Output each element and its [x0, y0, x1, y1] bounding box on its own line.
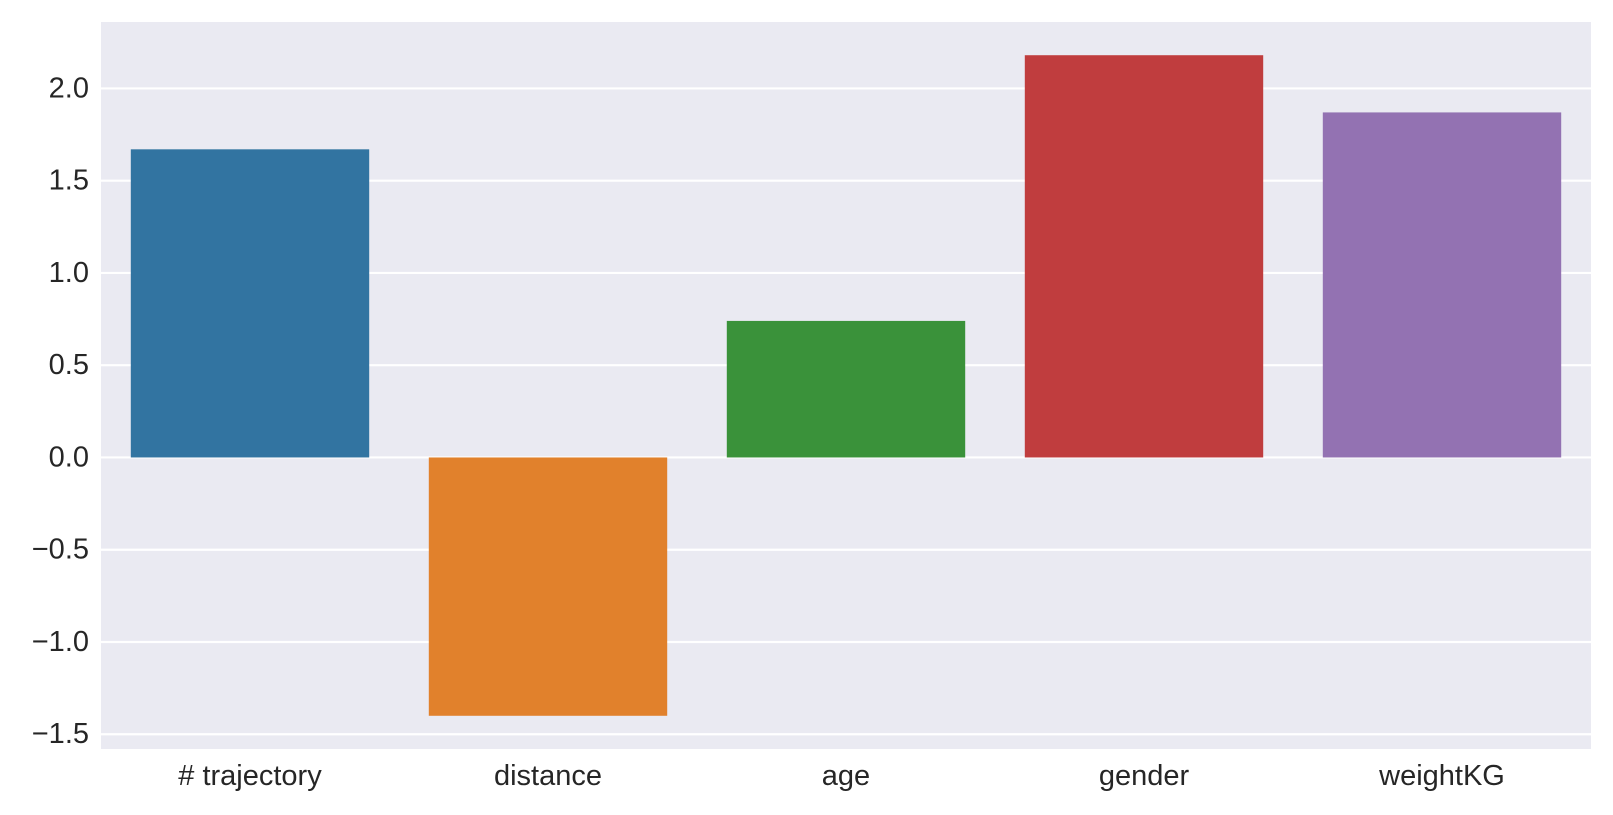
- bars: [130, 55, 1562, 716]
- x-tick-label: gender: [1099, 760, 1190, 792]
- x-tick-label: age: [822, 760, 870, 792]
- y-tick-label: −0.5: [32, 534, 89, 566]
- bar: [1322, 112, 1562, 458]
- x-axis-tick-labels: # trajectory distance age gender weightKG: [178, 760, 1505, 792]
- bar: [1024, 55, 1264, 458]
- y-tick-label: −1.0: [32, 626, 89, 658]
- bar: [130, 149, 370, 458]
- x-tick-label: # trajectory: [178, 760, 322, 792]
- bar: [726, 320, 966, 458]
- y-tick-label: 2.0: [49, 72, 89, 104]
- y-tick-label: 1.5: [49, 165, 89, 197]
- y-axis-tick-labels: 2.0 1.5 1.0 0.5 0.0 −0.5 −1.0 −1.5: [32, 72, 89, 750]
- y-tick-label: 0.5: [49, 349, 89, 381]
- y-tick-label: −1.5: [32, 718, 89, 750]
- bar: [428, 457, 668, 716]
- y-tick-label: 0.0: [49, 441, 89, 473]
- y-tick-label: 1.0: [49, 257, 89, 289]
- x-tick-label: weightKG: [1378, 760, 1505, 792]
- x-tick-label: distance: [494, 760, 602, 792]
